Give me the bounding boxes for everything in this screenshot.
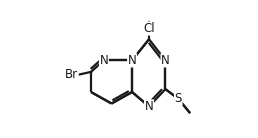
Text: N: N xyxy=(128,54,136,67)
Text: S: S xyxy=(175,92,182,105)
Text: N: N xyxy=(145,100,154,113)
Text: N: N xyxy=(161,54,170,67)
Text: N: N xyxy=(100,54,108,67)
Text: Br: Br xyxy=(65,68,78,81)
Text: Cl: Cl xyxy=(143,22,155,35)
